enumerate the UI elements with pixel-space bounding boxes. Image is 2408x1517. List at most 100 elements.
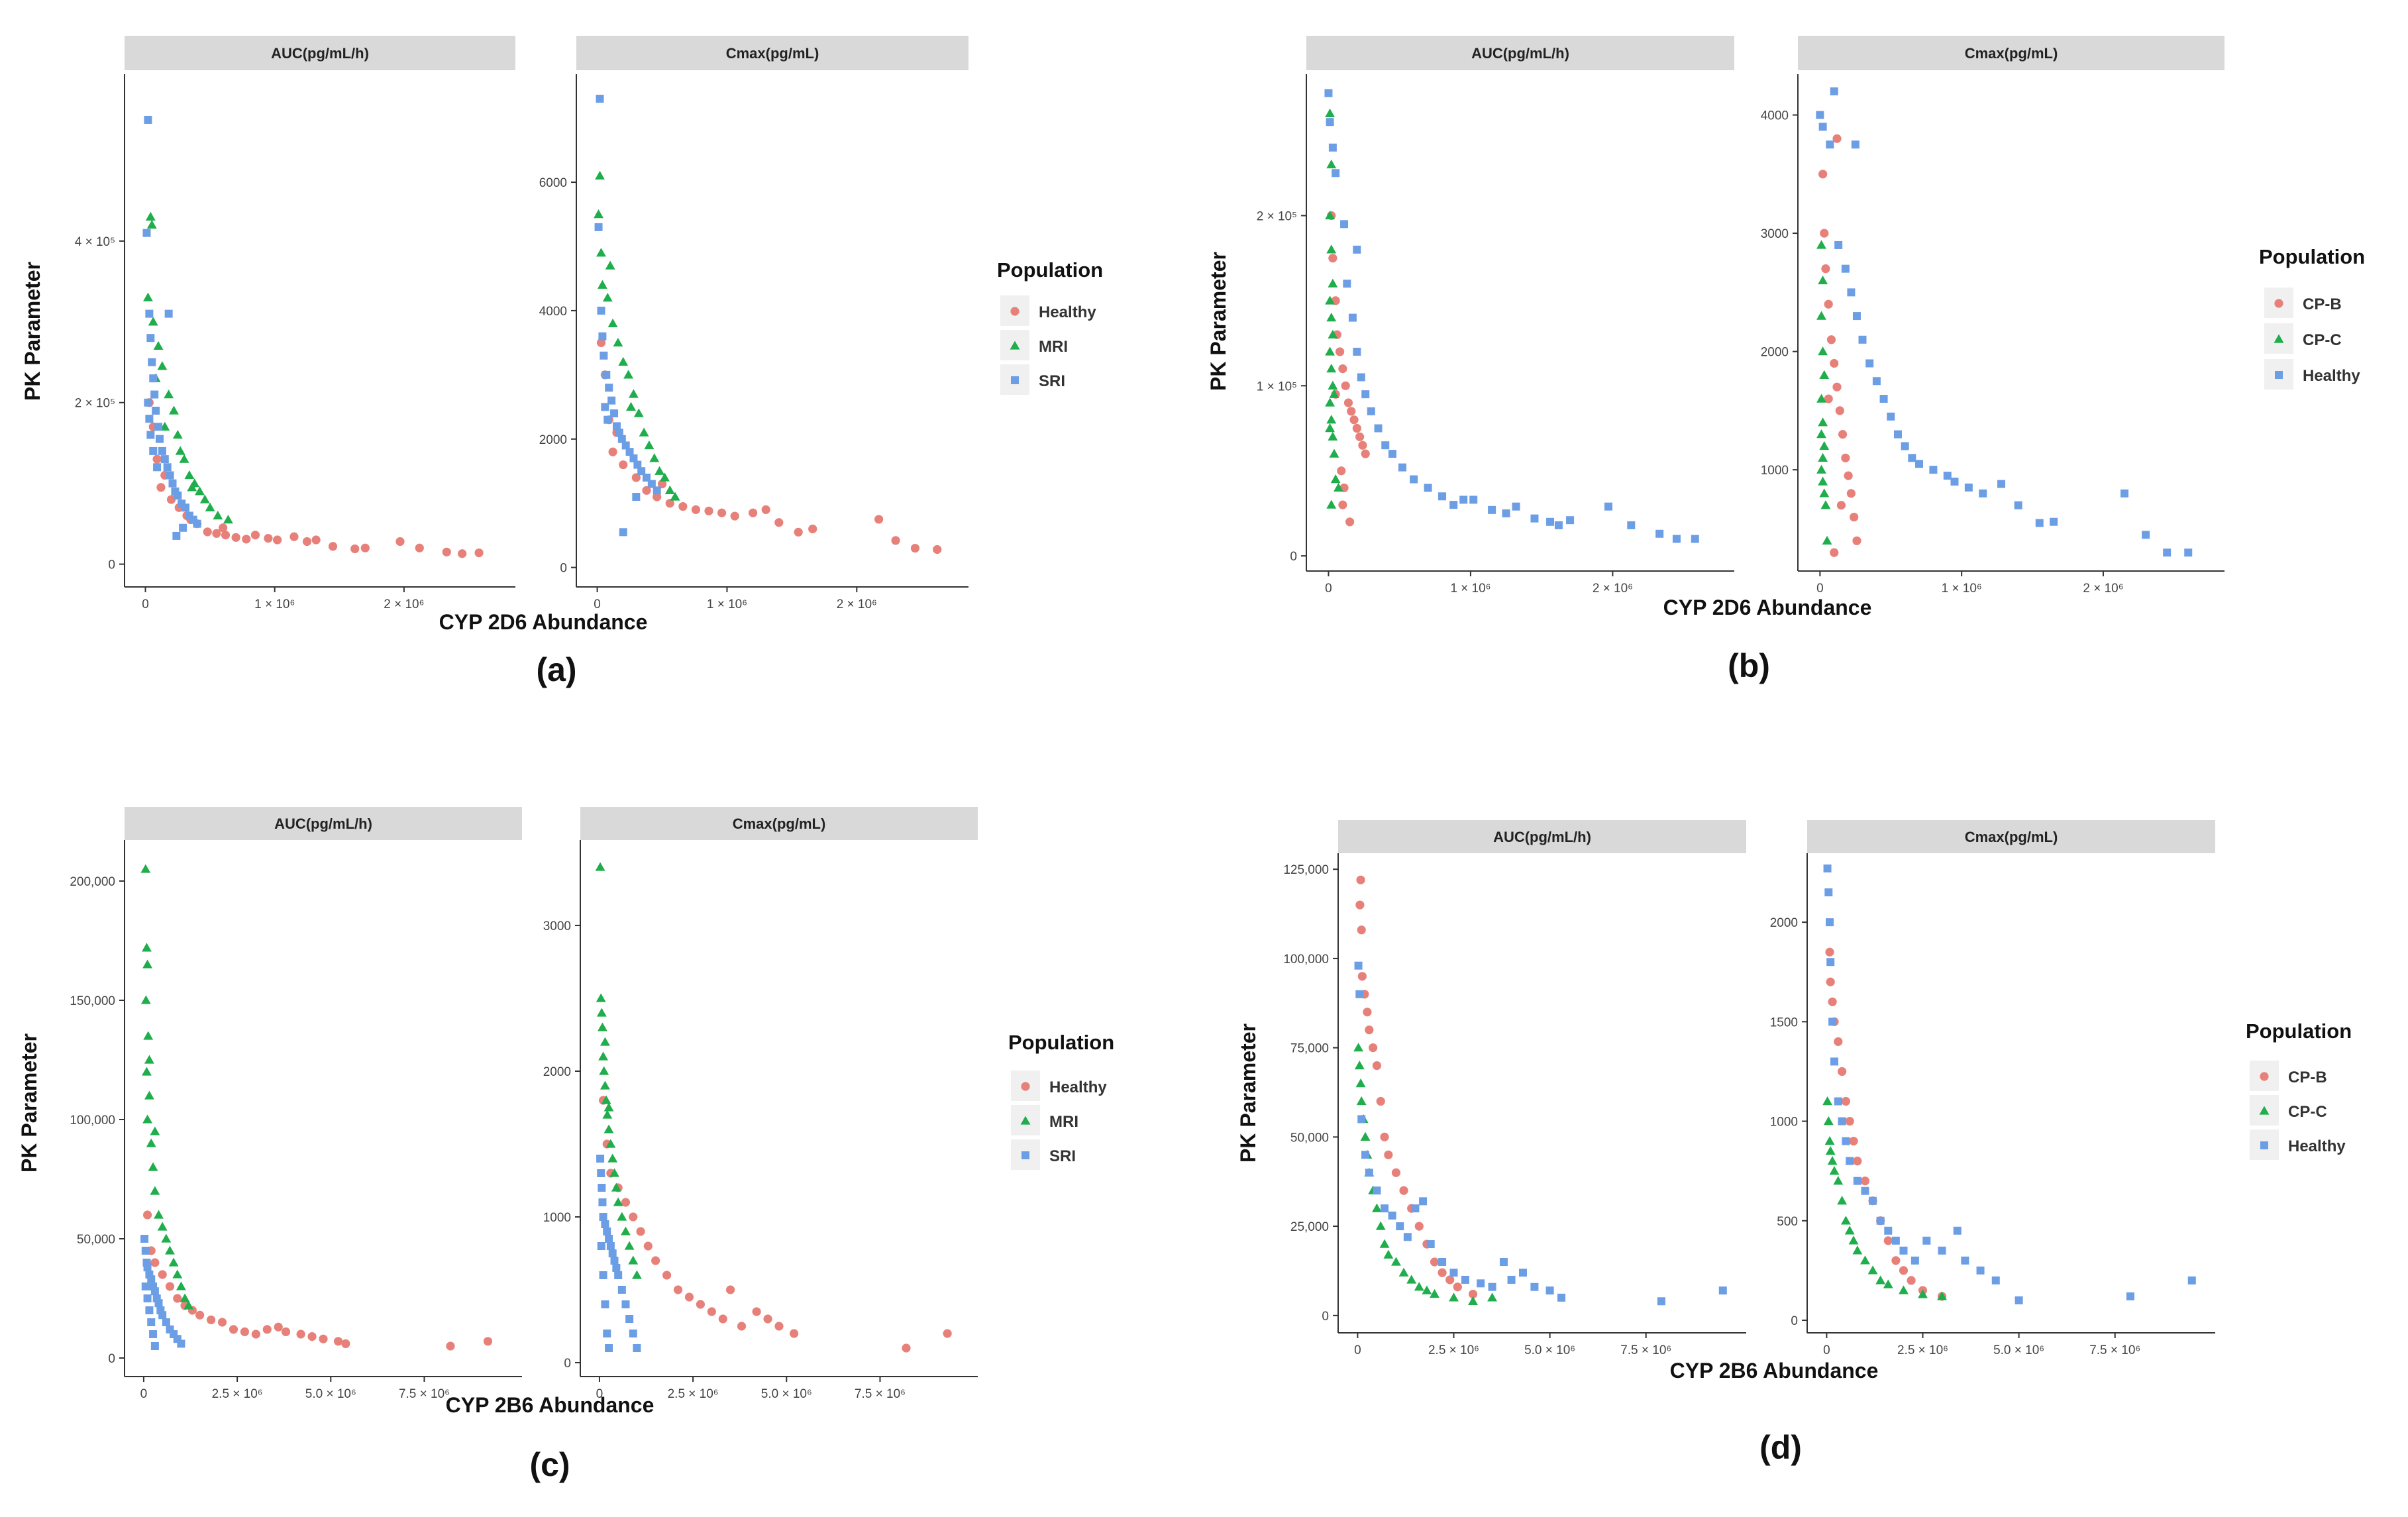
- data-point: [621, 1226, 631, 1235]
- data-point: [610, 1257, 619, 1265]
- legend-marker-healthy: [1010, 307, 1020, 316]
- data-point: [649, 453, 660, 462]
- data-point: [1430, 1257, 1440, 1267]
- data-point: [1363, 1008, 1372, 1017]
- data-point: [169, 405, 179, 415]
- data-point: [1468, 1296, 1478, 1305]
- data-point: [150, 1186, 160, 1195]
- data-point: [626, 401, 636, 411]
- y-tick-label: 2000: [539, 433, 567, 447]
- x-tick-label: 5.0 × 10⁶: [761, 1387, 812, 1401]
- x-tick-label: 2.5 × 10⁶: [1428, 1343, 1479, 1357]
- y-tick-label: 2 × 10⁵: [75, 397, 115, 411]
- data-point: [272, 535, 282, 545]
- legend-marker-sri: [1011, 376, 1019, 384]
- data-point: [158, 446, 166, 455]
- panel-label: (d): [1759, 1429, 1802, 1466]
- data-point: [1477, 1279, 1485, 1288]
- facet-title: AUC(pg/mL/h): [274, 815, 372, 832]
- data-point: [442, 547, 451, 556]
- data-point: [1335, 347, 1345, 356]
- data-point: [1820, 500, 1831, 509]
- data-point: [146, 219, 157, 229]
- data-point: [2163, 549, 2172, 557]
- facet-auc: AUC(pg/mL/h) 0 2.5 × 10⁶ 5.0 × 10⁶ 7.5 × 10⁶…: [1283, 820, 1746, 1357]
- data-point: [165, 1282, 175, 1291]
- data-point: [1841, 1096, 1851, 1106]
- data-point: [1849, 1137, 1858, 1146]
- x-tick-label: 5.0 × 10⁶: [1993, 1343, 2044, 1357]
- data-point: [1391, 1257, 1401, 1266]
- x-tick-label: 0: [1816, 582, 1824, 596]
- facet-cmax: Cmax(pg/mL) 0 1 × 10⁶ 2 × 10⁶ 1000 2000 3000 40…: [1761, 36, 2225, 596]
- facet-strip: [580, 807, 978, 840]
- data-point: [165, 1245, 175, 1255]
- data-point: [1819, 488, 1830, 497]
- data-point: [251, 1330, 260, 1339]
- facet-strip: [576, 36, 968, 70]
- data-point: [1453, 1282, 1462, 1292]
- data-point: [1826, 335, 1836, 344]
- data-point: [274, 1322, 283, 1332]
- data-point: [1459, 496, 1468, 504]
- data-point: [1887, 412, 1895, 421]
- data-point: [1566, 516, 1575, 525]
- data-point: [187, 482, 197, 492]
- data-point: [1838, 1067, 1847, 1076]
- x-tick-label: 2 × 10⁶: [384, 598, 424, 611]
- data-point: [203, 527, 212, 537]
- data-point: [193, 519, 201, 528]
- data-point: [599, 1066, 609, 1075]
- data-point: [1325, 346, 1335, 356]
- data-point: [160, 421, 170, 431]
- data-point: [143, 1263, 152, 1272]
- legend-marker-healthy: [2275, 371, 2283, 379]
- data-point: [446, 1341, 455, 1351]
- data-point: [143, 1031, 154, 1040]
- data-point: [1376, 1096, 1385, 1106]
- data-point: [629, 454, 638, 462]
- data-point: [150, 1258, 160, 1267]
- data-point: [608, 1249, 617, 1257]
- data-point: [1438, 1257, 1447, 1266]
- data-point: [1449, 1269, 1458, 1277]
- facet-cmax: Cmax(pg/mL) 0 1 × 10⁶ 2 × 10⁶ 0 2000 4000 6000: [539, 36, 968, 611]
- data-point: [1398, 1267, 1409, 1277]
- data-point: [141, 1247, 150, 1255]
- data-point: [603, 1228, 611, 1235]
- data-point: [647, 480, 656, 488]
- facet-title: AUC(pg/mL/h): [1493, 829, 1591, 845]
- data-point: [1911, 1256, 1919, 1265]
- facet-auc: AUC(pg/mL/h) 0 1 × 10⁶ 2 × 10⁶ 0 1 × 10⁵ 2 × 1…: [1257, 36, 1734, 596]
- data-point: [610, 409, 619, 417]
- facet-cmax: Cmax(pg/mL) 0 2.5 × 10⁶ 5.0 × 10⁶ 7.5 × 10⁶ 0…: [543, 807, 978, 1401]
- data-point: [143, 1294, 152, 1302]
- data-point: [144, 398, 152, 407]
- x-tick-label: 7.5 × 10⁶: [2089, 1343, 2140, 1357]
- data-point: [1369, 1043, 1378, 1053]
- data-point: [142, 1210, 152, 1220]
- data-point: [145, 309, 154, 318]
- data-point: [302, 537, 312, 547]
- data-point: [596, 338, 606, 347]
- data-point: [1828, 1018, 1837, 1026]
- data-point: [142, 1114, 153, 1124]
- data-point: [319, 1334, 328, 1343]
- data-point: [184, 470, 195, 480]
- data-point: [1830, 1057, 1839, 1066]
- data-point: [1851, 140, 1859, 149]
- data-point: [1847, 288, 1856, 297]
- y-tick-label: 3000: [1761, 227, 1789, 241]
- data-point: [1899, 1246, 1908, 1255]
- y-tick-label: 50,000: [77, 1233, 115, 1247]
- x-tick-label: 5.0 × 10⁶: [305, 1387, 356, 1401]
- data-point: [1414, 1222, 1424, 1231]
- data-point: [2187, 1276, 2196, 1284]
- data-point: [1326, 415, 1337, 424]
- x-tick-label: 0: [594, 598, 601, 611]
- data-point: [933, 545, 942, 554]
- data-point: [153, 463, 162, 472]
- data-point: [597, 306, 605, 315]
- data-point: [1604, 502, 1612, 511]
- data-point: [1818, 123, 1827, 131]
